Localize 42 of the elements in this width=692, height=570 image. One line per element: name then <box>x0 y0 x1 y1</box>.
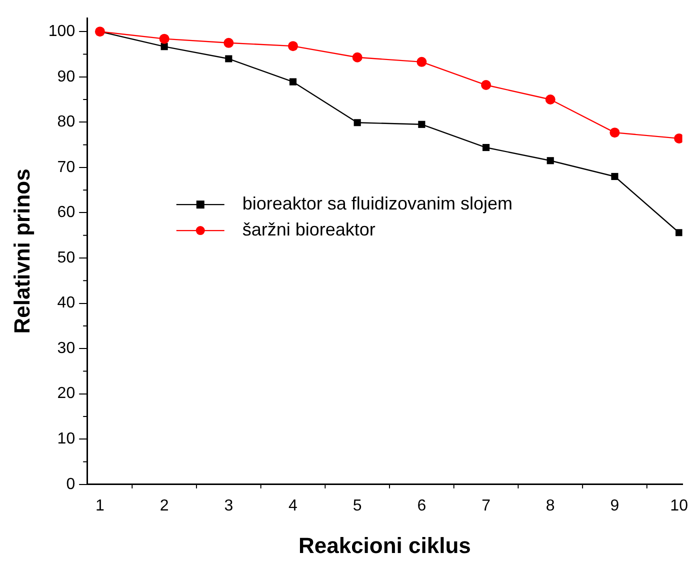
y-tick-label: 20 <box>57 385 76 402</box>
y-tick-label: 60 <box>57 204 76 222</box>
point <box>481 80 492 90</box>
point <box>546 157 554 164</box>
x-tick-label: 5 <box>352 497 362 514</box>
y-tick-label: 90 <box>57 68 76 86</box>
point <box>676 229 682 236</box>
y-tick-label: 70 <box>57 158 76 176</box>
x-tick-label: 4 <box>288 497 298 514</box>
point <box>418 120 426 128</box>
point <box>159 34 170 44</box>
point <box>352 52 362 62</box>
y-tick-label: 80 <box>57 114 76 131</box>
x-tick-label: 1 <box>96 497 105 514</box>
y-tick-label: 50 <box>57 249 76 266</box>
y-axis-title: Relativni prinos <box>9 168 34 334</box>
x-tick-label: 6 <box>417 497 426 514</box>
y-tick-label: 100 <box>48 22 76 40</box>
point <box>545 94 556 105</box>
x-tick-label: 7 <box>482 497 491 514</box>
x-tick-label: 3 <box>224 497 234 514</box>
point <box>224 38 234 48</box>
point <box>160 42 168 50</box>
x-tick-label: 8 <box>546 497 555 514</box>
legend-label: šaržni bioreaktor <box>242 220 376 240</box>
x-axis-title: Reakcioni ciklus <box>298 532 471 558</box>
point <box>354 119 361 126</box>
point <box>611 172 618 180</box>
y-tick-label: 30 <box>57 340 76 357</box>
legend-label: bioreaktor sa fluidizovanim slojem <box>242 194 512 214</box>
x-tick-label: 10 <box>670 497 688 514</box>
point <box>416 56 427 67</box>
point <box>289 78 297 86</box>
y-tick-label: 10 <box>57 430 76 448</box>
point <box>225 55 232 62</box>
point <box>482 144 490 152</box>
y-tick-label: 40 <box>57 294 76 312</box>
point <box>288 41 298 52</box>
x-tick-label: 9 <box>610 497 620 514</box>
y-tick-label: 0 <box>66 476 76 493</box>
x-tick-label: 2 <box>160 497 169 514</box>
point <box>610 128 620 138</box>
